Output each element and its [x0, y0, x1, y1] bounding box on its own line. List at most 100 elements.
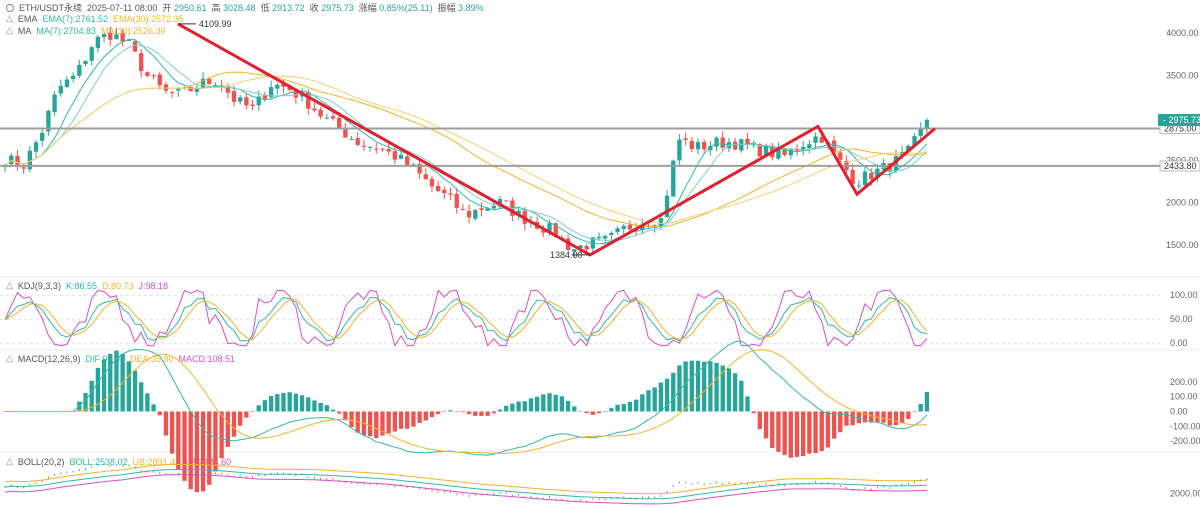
macd-bar — [633, 399, 639, 412]
candle-body — [578, 245, 583, 248]
macd-bar — [163, 411, 169, 436]
bell-icon[interactable]: △ — [6, 456, 13, 466]
candle-body — [145, 72, 150, 76]
boll-lower-line — [5, 474, 927, 505]
candle-body — [349, 138, 354, 140]
candle-body — [807, 144, 812, 149]
candle-body — [485, 208, 490, 211]
candle-body — [677, 139, 682, 161]
macd-bar — [745, 396, 750, 412]
macd-bar — [850, 411, 855, 426]
macd-bar — [862, 411, 868, 423]
macd-bar — [398, 411, 404, 429]
change-value: 0.85%(25.11) — [379, 3, 433, 13]
candle-body — [689, 140, 694, 149]
macd-bar — [572, 406, 577, 412]
macd-bar — [807, 411, 812, 454]
candle-body — [108, 32, 113, 40]
macd-bar — [590, 411, 595, 415]
candle-body — [782, 148, 787, 156]
macd-bar — [887, 411, 892, 426]
symbol-label: ETH/USDT永续 — [19, 3, 83, 13]
macd-bar — [708, 361, 713, 412]
candle-body — [776, 148, 781, 159]
macd-bar — [541, 394, 546, 412]
low-value: 2913.72 — [272, 3, 305, 13]
bell-icon[interactable]: △ — [6, 13, 13, 23]
candle-body — [101, 34, 107, 38]
candle-body — [21, 167, 26, 169]
macd-bar — [132, 370, 138, 412]
macd-bar — [485, 411, 490, 416]
ma30-value: MA(30):2526.39 — [100, 25, 166, 36]
macd-bar — [838, 411, 843, 433]
ma-legend: △ MA MA(7):2704.83 MA(30):2526.39 — [6, 25, 166, 36]
boll-label[interactable]: BOLL(20,2) — [17, 456, 65, 467]
macd-label[interactable]: MACD(12,26,9) — [17, 353, 81, 364]
macd-bar — [213, 411, 218, 472]
macd-bar — [726, 368, 732, 412]
macd-bar — [689, 360, 694, 412]
macd-bar — [151, 404, 156, 412]
kdj-tick-label: 0.00 — [1170, 338, 1188, 348]
candle-body — [58, 85, 63, 94]
close-value: 2975.73 — [321, 3, 354, 13]
macd-bar — [683, 361, 688, 412]
macd-bar — [435, 411, 441, 415]
collapse-icon[interactable] — [6, 3, 14, 12]
candle-body — [176, 88, 181, 91]
candle-body — [473, 209, 478, 219]
macd-bar — [460, 411, 466, 413]
trend-zigzag-line — [177, 22, 936, 257]
macd-bar — [491, 411, 497, 414]
candle-body — [448, 193, 453, 195]
candle-body — [801, 146, 806, 151]
ma-label[interactable]: MA — [17, 25, 32, 36]
candle-body — [157, 74, 162, 86]
bell-icon[interactable]: △ — [6, 353, 13, 363]
macd-bar — [510, 403, 515, 412]
macd-bar — [306, 397, 311, 412]
candle-body — [603, 235, 608, 239]
macd-bar — [157, 411, 162, 416]
kdj-label[interactable]: KDJ(9,3,3) — [17, 280, 61, 291]
macd-bar — [337, 411, 342, 414]
candle-body — [188, 87, 193, 92]
bell-icon[interactable]: △ — [6, 280, 13, 290]
ma7-value: MA(7):2704.83 — [36, 25, 96, 36]
bell-icon[interactable]: △ — [6, 25, 13, 35]
boll-upper-line — [5, 464, 927, 495]
datetime-label: 2025-07-11 08:00 — [87, 2, 158, 13]
candle-body — [256, 96, 261, 106]
candle-body — [213, 85, 218, 87]
ema-label[interactable]: EMA — [17, 13, 38, 24]
macd-bar — [844, 411, 849, 426]
candle-body — [139, 53, 144, 72]
candle-body — [702, 141, 707, 150]
macd-bar — [374, 411, 379, 439]
candle-body — [355, 138, 360, 145]
level-tag-label: 2433.80 — [1164, 161, 1197, 171]
candle-body — [275, 84, 280, 89]
boll-ub-value: UB:2891.43 — [132, 456, 181, 467]
macd-bar — [856, 411, 862, 424]
macd-bar — [615, 404, 620, 412]
ema30-value: EMA(30):2572.35 — [112, 13, 184, 24]
candle-body — [306, 92, 311, 109]
macd-bar — [881, 411, 886, 423]
macd-tick-label: -200.00 — [1170, 436, 1200, 446]
candle-body — [454, 193, 459, 208]
kdj-k-line — [4, 296, 927, 342]
macd-bar — [893, 411, 899, 426]
candle-body — [392, 151, 398, 160]
candle-body — [219, 85, 224, 88]
candle-body — [875, 168, 880, 179]
macd-bar — [244, 411, 249, 418]
macd-bar — [83, 393, 88, 412]
macd-legend: △ MACD(12,26,9) DIF:90.05 DEA:35.80 MACD… — [6, 353, 235, 364]
macd-bar — [349, 411, 354, 428]
candle-body — [95, 36, 101, 48]
macd-bar — [782, 411, 787, 455]
macd-bar — [343, 411, 348, 421]
